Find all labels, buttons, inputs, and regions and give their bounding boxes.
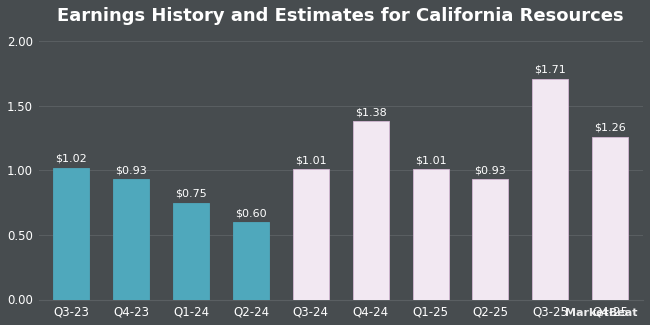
Bar [173, 203, 209, 300]
Text: $0.93: $0.93 [116, 165, 147, 176]
Bar [413, 169, 448, 300]
Text: $1.01: $1.01 [295, 155, 327, 165]
Text: $1.71: $1.71 [534, 65, 566, 75]
Text: $0.60: $0.60 [235, 208, 266, 218]
Bar [353, 121, 389, 300]
Text: $0.93: $0.93 [474, 165, 506, 176]
Text: $1.01: $1.01 [415, 155, 447, 165]
Bar [532, 79, 568, 300]
Bar [233, 222, 269, 300]
Text: $1.38: $1.38 [355, 108, 387, 117]
Text: $1.26: $1.26 [594, 123, 626, 133]
Text: MarketBeat: MarketBeat [564, 308, 637, 318]
Text: $0.75: $0.75 [176, 189, 207, 199]
Bar [53, 168, 90, 300]
Bar [113, 179, 150, 300]
Bar [293, 169, 329, 300]
Title: Earnings History and Estimates for California Resources: Earnings History and Estimates for Calif… [57, 7, 624, 25]
Bar [473, 179, 508, 300]
Text: $1.02: $1.02 [55, 154, 87, 164]
Bar [592, 137, 628, 300]
